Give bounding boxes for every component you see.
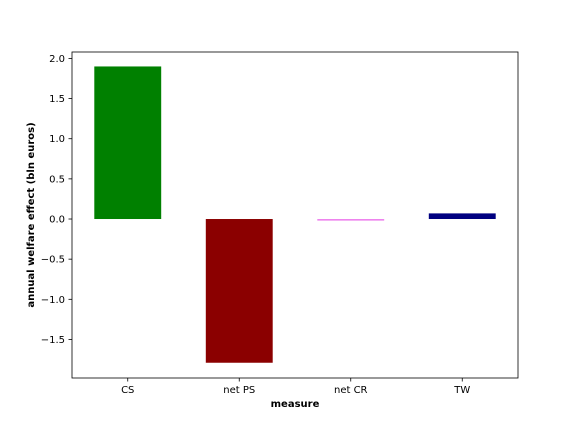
y-tick-label: −1.0	[41, 295, 65, 306]
x-tick-label: TW	[453, 385, 470, 396]
y-tick-label: 1.5	[49, 94, 65, 105]
y-axis-ticks: 2.0 1.5 1.0 0.5 0.0 −0.5 −1.0 −1.5	[41, 54, 72, 346]
y-tick-label: 1.0	[49, 134, 65, 145]
y-tick-label: 0.5	[49, 174, 65, 185]
y-tick-label: −0.5	[41, 255, 65, 266]
y-tick-label: 0.0	[49, 215, 65, 226]
y-axis-label: annual welfare effect (bln euros)	[26, 122, 37, 307]
x-axis-label: measure	[271, 399, 320, 410]
bar-cs	[94, 66, 162, 220]
y-tick-label: −1.5	[41, 335, 65, 346]
plot-area-frame	[71, 51, 519, 379]
x-tick-label: net PS	[223, 385, 255, 396]
bar-net-ps	[205, 219, 273, 363]
bar-net-cr	[317, 219, 385, 221]
bars-group	[94, 66, 496, 363]
y-tick-label: 2.0	[49, 54, 65, 65]
x-tick-label: net CR	[334, 385, 368, 396]
x-axis-ticks: CS net PS net CR TW	[121, 378, 470, 396]
bar-tw	[428, 213, 496, 220]
x-tick-label: CS	[121, 385, 134, 396]
